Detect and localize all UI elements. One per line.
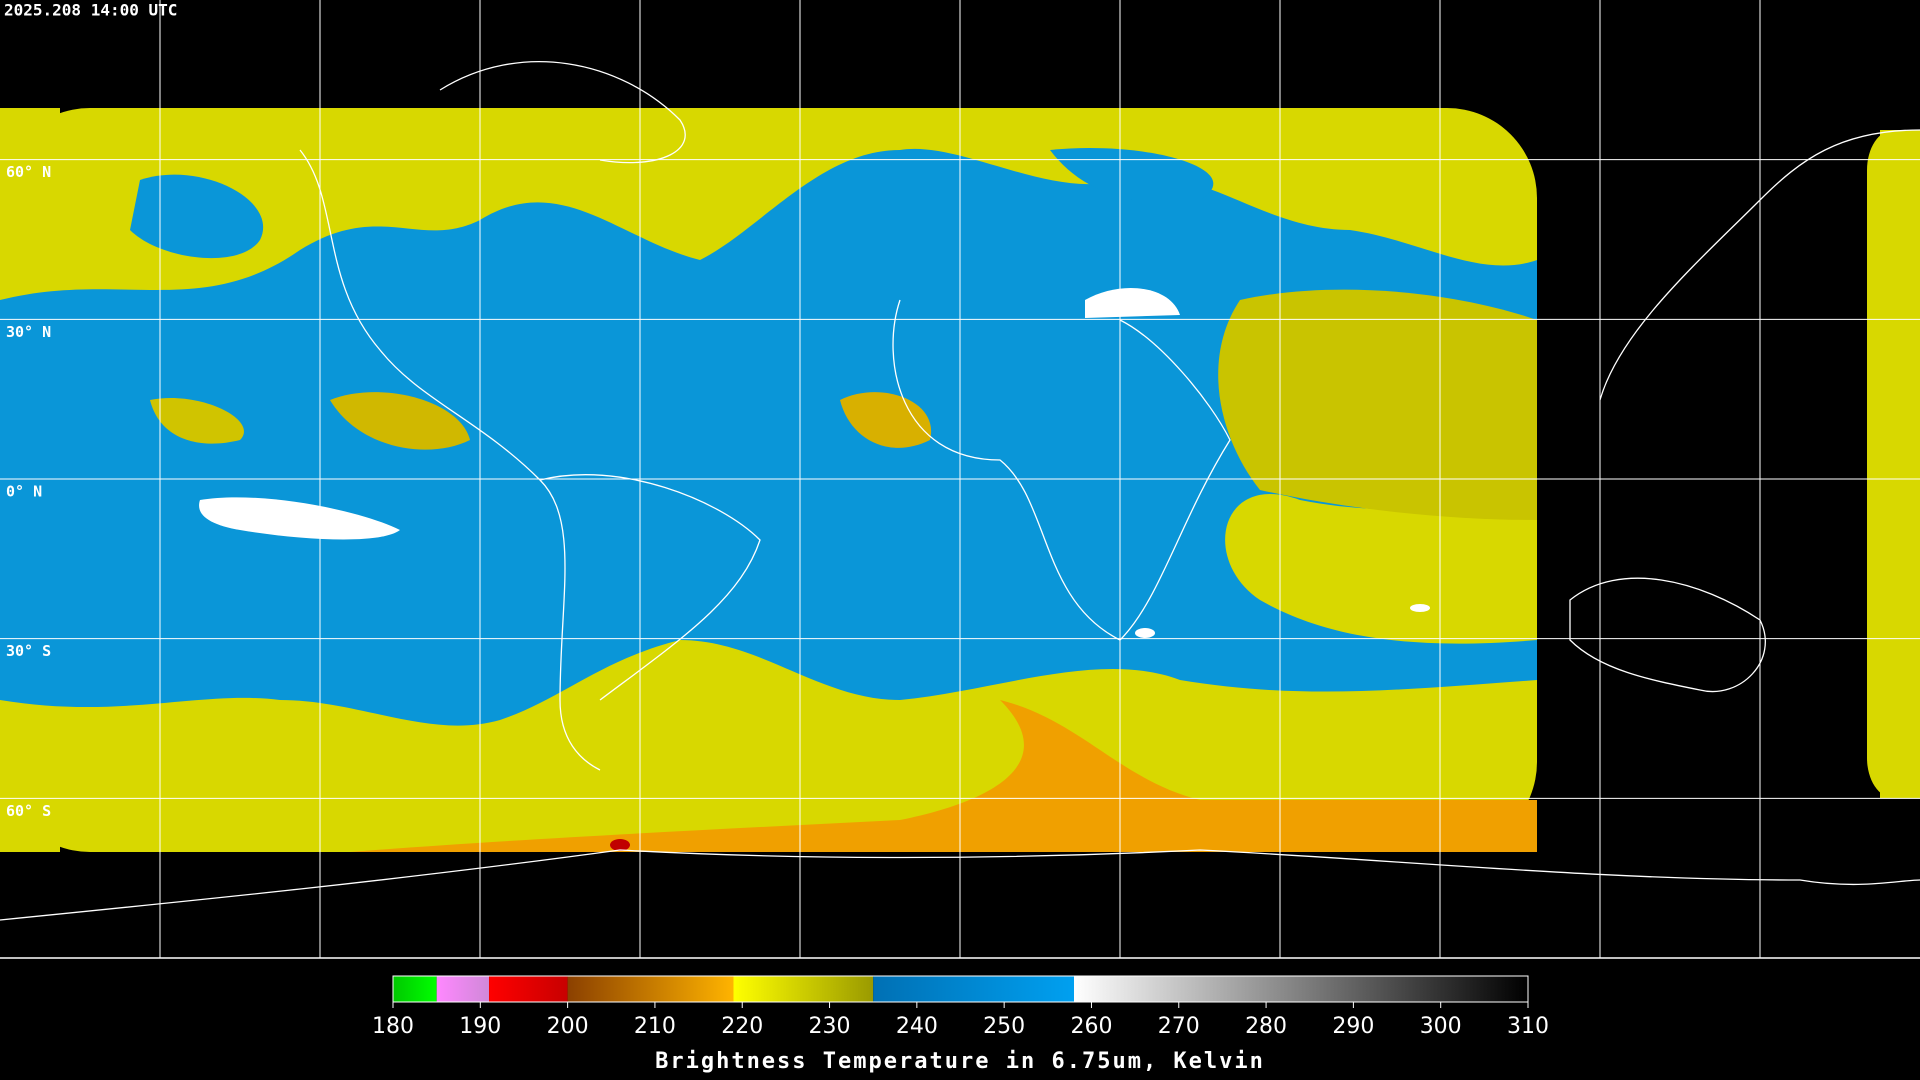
convection — [840, 392, 932, 448]
colorbar-tick-label: 310 — [1507, 1014, 1549, 1039]
colorbar-frame — [392, 975, 1529, 1003]
cold-spot — [610, 839, 630, 851]
colorbar-segment — [436, 976, 490, 1002]
coastline — [0, 849, 1920, 921]
colorbar-segment — [1074, 976, 1528, 1002]
colorbar-segment — [567, 976, 734, 1002]
coastline — [892, 299, 1231, 641]
colorbar-segment — [489, 976, 568, 1002]
very-dry-area — [199, 497, 400, 540]
colorbar-tick-label: 280 — [1245, 1014, 1287, 1039]
timestamp: 2025.208 14:00 UTC — [4, 1, 177, 20]
colorbar-label: Brightness Temperature in 6.75um, Kelvin — [655, 1049, 1265, 1074]
convection — [330, 392, 470, 450]
lat-label: 60° N — [6, 163, 51, 181]
colorbar-segment — [873, 976, 1074, 1002]
colorbar-tick-label: 190 — [459, 1014, 501, 1039]
colorbar-segment — [393, 976, 437, 1002]
very-dry-area — [1410, 604, 1430, 612]
cloud-field-slice-edge — [1880, 130, 1920, 798]
dry-swirl — [1050, 148, 1214, 203]
very-dry-area — [1085, 288, 1180, 318]
convection — [1218, 289, 1537, 520]
colorbar-tick-label: 220 — [721, 1014, 763, 1039]
coastline — [299, 149, 601, 771]
colorbar-tick-label: 250 — [983, 1014, 1025, 1039]
colorbar-tick-label: 240 — [896, 1014, 938, 1039]
colorbar-tick-label: 230 — [809, 1014, 851, 1039]
colorbar-tick-label: 290 — [1332, 1014, 1374, 1039]
colorbar-tick-label: 200 — [547, 1014, 589, 1039]
dry-swirl — [130, 174, 264, 259]
very-dry-area — [1135, 628, 1155, 638]
coastline — [1569, 577, 1766, 693]
convection — [150, 398, 244, 444]
graticule: 60° N 30° N 0° N 30° S 60° S — [0, 0, 1920, 958]
colorbar-tick-label: 260 — [1070, 1014, 1112, 1039]
coastline — [1599, 129, 1920, 401]
colorbar-tick-label: 210 — [634, 1014, 676, 1039]
colorbar-tick-label: 270 — [1158, 1014, 1200, 1039]
coastline — [539, 474, 761, 701]
colorbar-tick-label: 300 — [1420, 1014, 1462, 1039]
colorbar-tick-label: 180 — [372, 1014, 414, 1039]
imagery — [0, 108, 1920, 852]
colorbar: 180 190 200 210 220 230 240 250 260 270 280 290 300 3… — [372, 975, 1549, 1039]
cold-cloud — [350, 700, 1537, 852]
lat-label: 60° S — [6, 802, 51, 820]
colorbar-segment — [733, 976, 874, 1002]
lat-label: 30° S — [6, 642, 51, 660]
lat-label: 0° N — [6, 483, 42, 501]
lat-label: 30° N — [6, 323, 51, 341]
